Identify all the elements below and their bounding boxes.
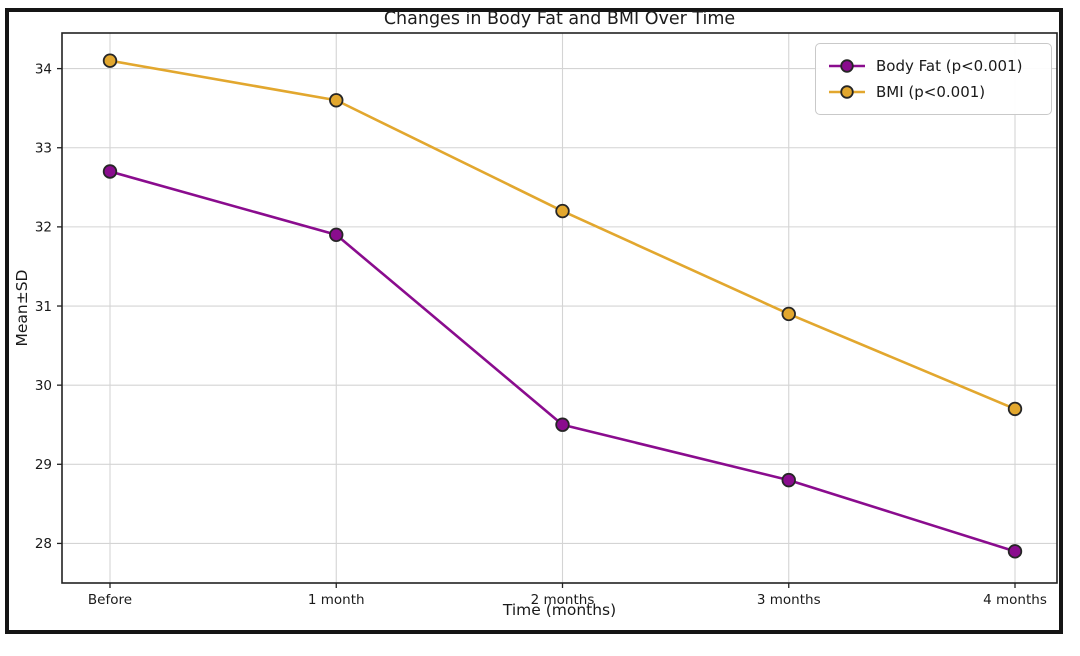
data-point-marker — [329, 227, 344, 242]
x-tick-label: 1 month — [308, 592, 365, 608]
data-point-marker — [102, 164, 118, 179]
y-tick-label: 28 — [35, 536, 52, 552]
x-tick-label: Before — [88, 592, 132, 608]
legend-marker-body-fat-icon — [829, 58, 865, 73]
y-tick-label: 34 — [35, 61, 52, 77]
x-axis-label: Time (months) — [502, 601, 617, 619]
data-point-marker — [329, 93, 344, 108]
data-point-marker — [555, 417, 570, 432]
legend-marker-bmi-icon — [829, 85, 865, 100]
y-tick-label: 31 — [35, 299, 52, 315]
y-tick-label: 29 — [35, 457, 52, 473]
data-point-marker — [1007, 401, 1023, 417]
legend-label-bmi: BMI (p<0.001) — [876, 83, 986, 102]
data-point-marker — [1007, 544, 1023, 559]
y-axis-label: Mean±SD — [13, 269, 31, 347]
legend: Body Fat (p<0.001) BMI (p<0.001) — [815, 43, 1052, 115]
legend-item-body-fat: Body Fat (p<0.001) — [828, 57, 1041, 75]
legend-item-bmi: BMI (p<0.001) — [828, 83, 1041, 101]
y-tick-label: 33 — [35, 141, 52, 157]
y-tick-label: 32 — [35, 220, 52, 236]
x-tick-label: 4 months — [983, 592, 1047, 608]
chart-title: Changes in Body Fat and BMI Over Time — [383, 9, 736, 29]
x-tick-label: 2 months — [531, 592, 595, 608]
data-point-marker — [781, 306, 796, 322]
data-point-marker — [781, 472, 796, 488]
axes-spines — [61, 32, 1058, 584]
x-tick-label: 3 months — [757, 592, 821, 608]
y-tick-label: 30 — [35, 378, 52, 394]
data-point-marker — [102, 53, 118, 68]
data-point-marker — [555, 203, 570, 219]
legend-label-body-fat: Body Fat (p<0.001) — [876, 56, 1023, 75]
